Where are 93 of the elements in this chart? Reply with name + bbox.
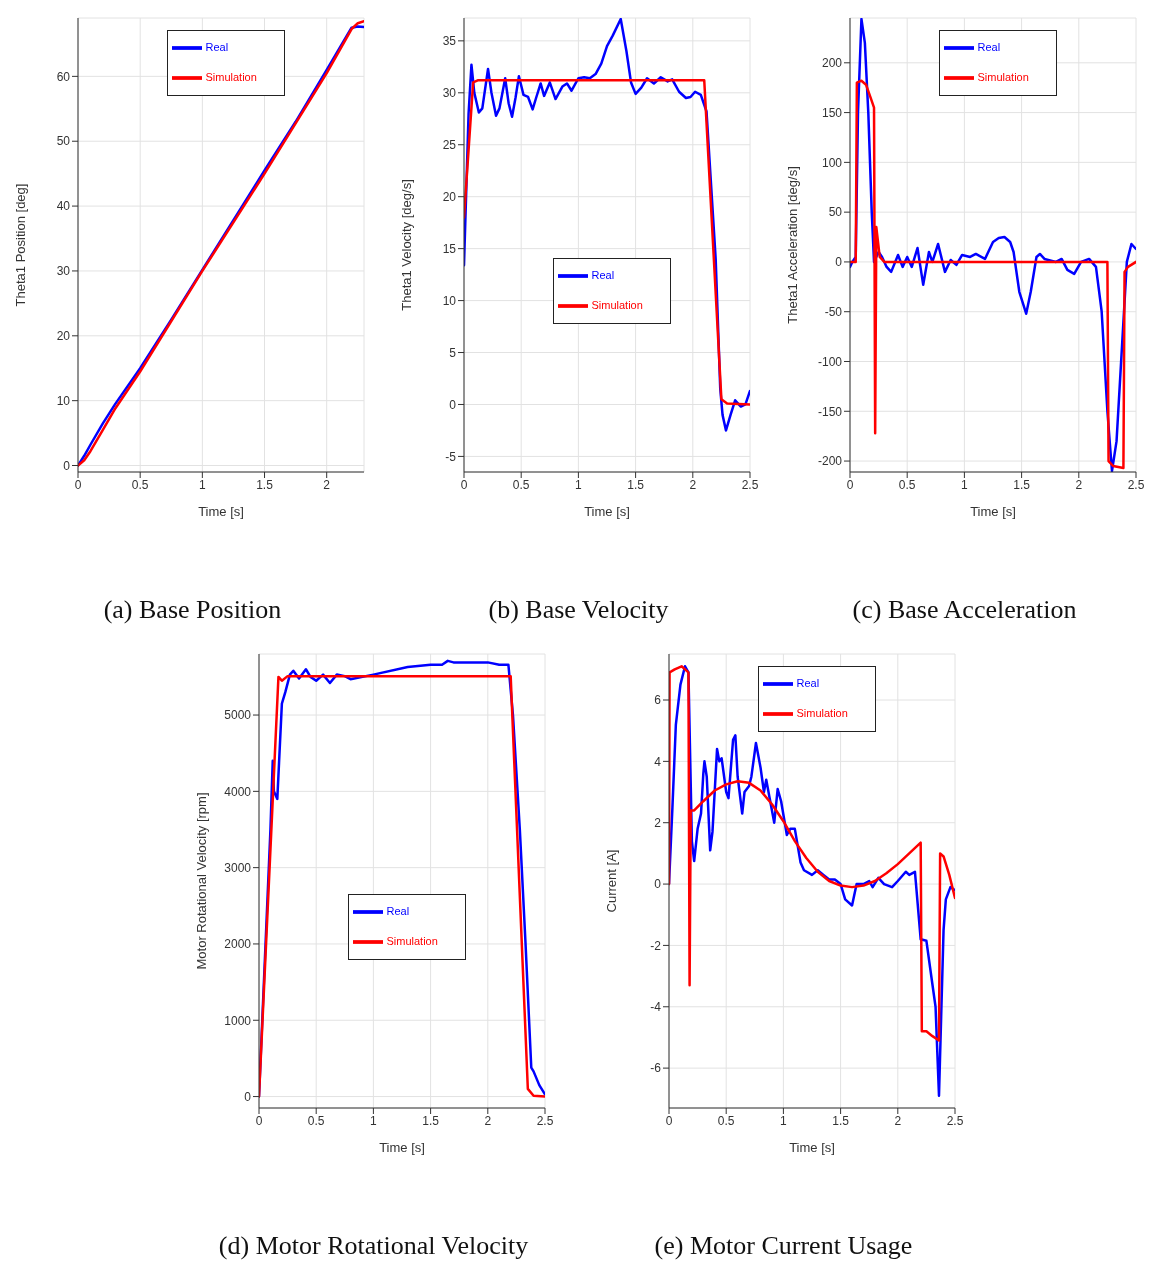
x-tick-label: 1 <box>574 477 582 492</box>
legend-label: Real <box>796 676 820 689</box>
legend-label: Real <box>205 40 229 53</box>
y-axis-title: Theta1 Velocity [deg/s] <box>398 179 414 311</box>
y-tick-label: 0 <box>653 877 661 892</box>
x-axis-title: Time [s] <box>583 504 630 519</box>
x-tick-label: 2 <box>1074 477 1082 492</box>
y-axis-title: Current [A] <box>603 849 619 913</box>
y-tick-label: -100 <box>817 354 842 369</box>
y-tick-label: 50 <box>56 134 70 149</box>
y-tick-label: 40 <box>56 199 70 214</box>
y-tick-label: -2 <box>649 938 661 953</box>
y-tick-label: 200 <box>821 56 842 71</box>
x-tick-label: 2.5 <box>946 1113 964 1128</box>
text: (b) Base Velocity <box>487 594 670 626</box>
y-tick-label: -150 <box>817 404 842 419</box>
legend-label: Simulation <box>386 934 438 947</box>
x-tick-label: 0.5 <box>307 1113 325 1128</box>
legend-label: Simulation <box>205 70 257 83</box>
y-tick-label: 25 <box>442 138 456 153</box>
x-tick-label: 0.5 <box>131 477 149 492</box>
legend-label: Simulation <box>977 70 1029 83</box>
x-tick-label: 0.5 <box>717 1113 735 1128</box>
y-tick-label: -5 <box>444 449 456 464</box>
x-tick-label: 1.5 <box>626 477 644 492</box>
x-tick-label: 0 <box>460 477 468 492</box>
y-tick-label: 0 <box>448 397 456 412</box>
x-tick-label: 1.5 <box>831 1113 849 1128</box>
text: (c) Base Acceleration <box>851 594 1078 626</box>
x-tick-label: 0 <box>846 477 854 492</box>
text: (d) Motor Rotational Velocity <box>217 1230 530 1262</box>
x-axis-title: Time [s] <box>197 504 244 519</box>
x-tick-label: 1.5 <box>421 1113 439 1128</box>
x-tick-label: 2 <box>322 477 330 492</box>
y-tick-label: 4000 <box>223 784 251 799</box>
x-tick-label: 2.5 <box>1127 477 1145 492</box>
y-tick-label: 0 <box>62 458 70 473</box>
legend-label: Simulation <box>796 706 848 719</box>
legend-label: Real <box>386 904 410 917</box>
x-tick-label: 2.5 <box>536 1113 554 1128</box>
y-axis-title: Theta1 Acceleration [deg/s] <box>784 166 800 324</box>
y-tick-label: 30 <box>56 264 70 279</box>
y-tick-label: 2000 <box>223 937 251 952</box>
y-tick-label: -4 <box>649 1000 661 1015</box>
x-tick-label: 1 <box>198 477 206 492</box>
x-tick-label: 1 <box>369 1113 377 1128</box>
y-tick-label: 100 <box>821 155 842 170</box>
x-tick-label: 2 <box>483 1113 491 1128</box>
x-tick-label: 2.5 <box>741 477 759 492</box>
y-tick-label: 10 <box>56 393 70 408</box>
y-tick-label: 150 <box>821 105 842 120</box>
text: (a) Base Position <box>102 594 283 626</box>
y-tick-label: 10 <box>442 293 456 308</box>
x-axis-title: Time [s] <box>788 1140 835 1155</box>
x-tick-label: 0 <box>74 477 82 492</box>
legend-label: Real <box>591 268 615 281</box>
y-tick-label: 5 <box>448 345 456 360</box>
y-tick-label: 3000 <box>223 860 251 875</box>
x-tick-label: 0.5 <box>512 477 530 492</box>
x-tick-label: 0 <box>255 1113 263 1128</box>
legend-label: Real <box>977 40 1001 53</box>
x-tick-label: 1.5 <box>255 477 273 492</box>
y-tick-label: -6 <box>649 1061 661 1076</box>
x-tick-label: 0.5 <box>898 477 916 492</box>
y-tick-label: 20 <box>442 189 456 204</box>
x-axis-title: Time [s] <box>969 504 1016 519</box>
y-tick-label: 1000 <box>223 1013 251 1028</box>
y-tick-label: -200 <box>817 454 842 469</box>
x-axis-title: Time [s] <box>378 1140 425 1155</box>
y-tick-label: 0 <box>243 1089 251 1104</box>
x-tick-label: 0 <box>665 1113 673 1128</box>
y-tick-label: -50 <box>824 304 842 319</box>
y-tick-label: 0 <box>834 255 842 270</box>
x-tick-label: 1.5 <box>1012 477 1030 492</box>
y-axis-title: Motor Rotational Velocity [rpm] <box>193 792 209 970</box>
y-tick-label: 50 <box>828 205 842 220</box>
x-tick-label: 2 <box>688 477 696 492</box>
y-tick-label: 5000 <box>223 708 251 723</box>
x-tick-label: 2 <box>893 1113 901 1128</box>
y-tick-label: 20 <box>56 329 70 344</box>
y-tick-label: 30 <box>442 86 456 101</box>
y-axis-title: Theta1 Position [deg] <box>12 183 28 307</box>
y-tick-label: 60 <box>56 69 70 84</box>
y-tick-label: 2 <box>653 815 661 830</box>
legend-label: Simulation <box>591 298 643 311</box>
line-series <box>463 79 750 406</box>
y-tick-label: 35 <box>442 34 456 49</box>
y-tick-label: 15 <box>442 241 456 256</box>
x-tick-label: 1 <box>960 477 968 492</box>
y-tick-label: 6 <box>653 693 661 708</box>
y-tick-label: 4 <box>653 754 661 769</box>
text: (e) Motor Current Usage <box>653 1230 914 1262</box>
x-tick-label: 1 <box>779 1113 787 1128</box>
